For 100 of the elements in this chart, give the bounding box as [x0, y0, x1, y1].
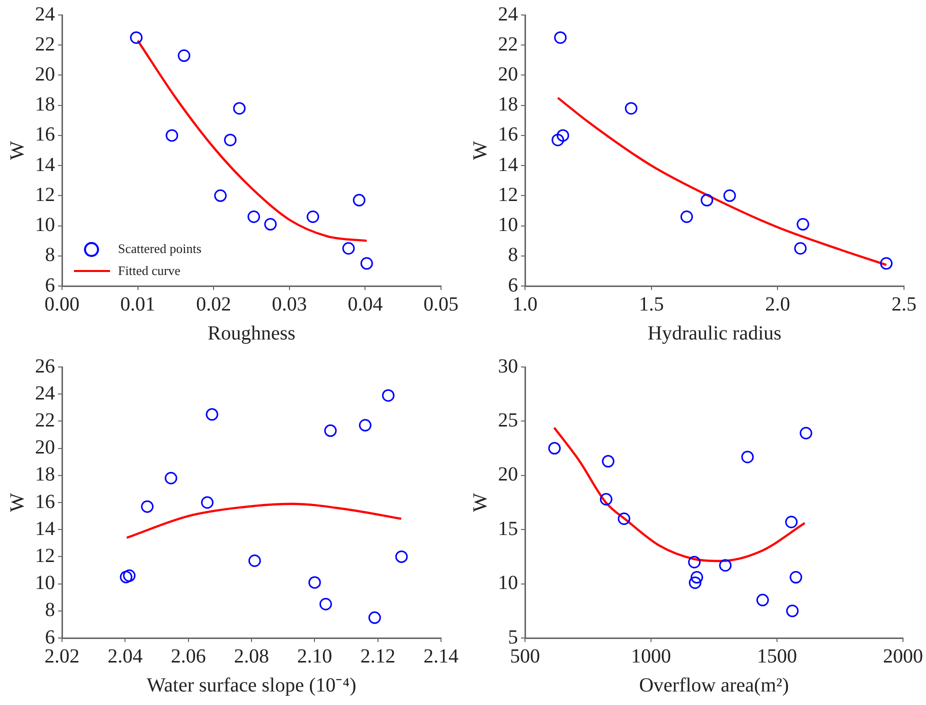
line-series	[126, 502, 402, 539]
x-tick-label: 2.06	[170, 645, 206, 668]
y-tick-label: 14	[35, 518, 55, 540]
point	[552, 134, 564, 146]
y-tick-label: 14	[35, 154, 55, 176]
y-axis-title: W	[6, 492, 28, 512]
point	[224, 134, 237, 146]
legend-label: Fitted curve	[118, 263, 180, 279]
x-tick-label: 1.5	[638, 293, 664, 316]
point	[790, 571, 802, 584]
point	[794, 242, 807, 255]
x-tick-label: 2000	[883, 645, 923, 668]
y-tick-label: 22	[35, 409, 55, 432]
y-tick-label: 24	[35, 382, 55, 404]
point	[120, 570, 132, 584]
point	[201, 496, 214, 509]
point	[368, 611, 381, 624]
point	[248, 554, 261, 568]
x-axis-title: Water surface slope (10⁻⁴)	[146, 674, 356, 696]
y-tick-label: 18	[35, 94, 55, 116]
point	[264, 218, 277, 231]
x-tick-label: 2.12	[360, 645, 396, 668]
x-tick-label: 0.03	[272, 293, 307, 316]
y-tick-label: 20	[35, 436, 55, 459]
y-tick-label: 16	[35, 490, 55, 513]
y-tick-label: 14	[498, 154, 518, 176]
point	[796, 218, 810, 231]
y-tick-label: 25	[498, 409, 518, 432]
x-axis-title: Roughness	[208, 322, 296, 344]
y-tick-label: 10	[35, 214, 55, 236]
point	[700, 194, 714, 206]
y-tick-label: 20	[35, 63, 55, 86]
point	[308, 576, 321, 589]
x-tick-label: 0.05	[424, 293, 458, 316]
point	[382, 389, 395, 402]
point	[719, 559, 732, 572]
point	[800, 426, 812, 440]
x-axis-title: Overflow area(m²)	[639, 674, 789, 696]
y-tick-label: 24	[35, 3, 55, 26]
x-tick-label: 2.04	[108, 645, 143, 668]
y-tick-label: 18	[35, 464, 55, 486]
point	[680, 210, 693, 223]
y-axis-title: W	[469, 492, 492, 512]
y-tick-label: 12	[498, 184, 518, 206]
point	[618, 512, 630, 526]
y-tick-label: 26	[35, 355, 55, 378]
x-tick-label: 2.10	[297, 645, 332, 668]
point	[130, 31, 143, 44]
point	[342, 242, 355, 255]
point	[756, 594, 769, 606]
point	[786, 604, 799, 618]
point	[548, 442, 561, 455]
y-tick-label: 12	[35, 184, 55, 206]
y-tick-label: 16	[498, 124, 518, 146]
point	[624, 102, 638, 115]
point	[690, 571, 704, 584]
x-tick-label: 2.5	[892, 293, 916, 316]
point	[214, 189, 227, 202]
x-tick-label: 1000	[631, 645, 671, 668]
x-tick-label: 0.02	[196, 293, 232, 316]
point	[178, 49, 190, 62]
point	[688, 556, 701, 568]
point	[306, 210, 320, 223]
point	[360, 257, 373, 270]
point	[164, 472, 178, 484]
y-axis-title: W	[6, 140, 28, 160]
point	[358, 419, 372, 432]
y-tick-label: 8	[45, 599, 55, 622]
point	[880, 257, 893, 270]
x-tick-label: 0.04	[348, 293, 383, 316]
point	[395, 550, 408, 563]
point	[233, 102, 246, 115]
x-tick-label: 0.01	[120, 293, 156, 316]
x-tick-label: 2.08	[234, 645, 269, 668]
y-tick-label: 16	[35, 124, 55, 146]
x-tick-label: 1500	[757, 645, 797, 668]
y-tick-label: 22	[498, 33, 518, 56]
y-tick-label: 15	[498, 518, 518, 540]
y-tick-label: 10	[498, 572, 518, 594]
y-tick-label: 20	[498, 63, 518, 86]
point	[141, 500, 154, 513]
point	[319, 598, 332, 610]
point	[785, 516, 798, 528]
x-axis-title: Hydraulic radius	[648, 322, 782, 344]
y-tick-label: 8	[508, 244, 518, 266]
x-tick-label: 2.14	[424, 645, 458, 668]
y-tick-label: 10	[35, 572, 55, 594]
point	[688, 576, 702, 589]
y-axis-title: W	[469, 140, 492, 160]
x-tick-label: 2.0	[765, 293, 790, 316]
y-tick-label: 12	[35, 544, 55, 567]
point	[206, 408, 218, 421]
point	[556, 129, 570, 142]
y-tick-label: 24	[498, 3, 518, 26]
point	[600, 493, 612, 506]
y-tick-label: 22	[35, 33, 55, 56]
point	[352, 194, 366, 206]
legend-label: Scattered points	[118, 241, 202, 257]
point	[554, 31, 567, 44]
y-tick-label: 18	[498, 94, 518, 116]
